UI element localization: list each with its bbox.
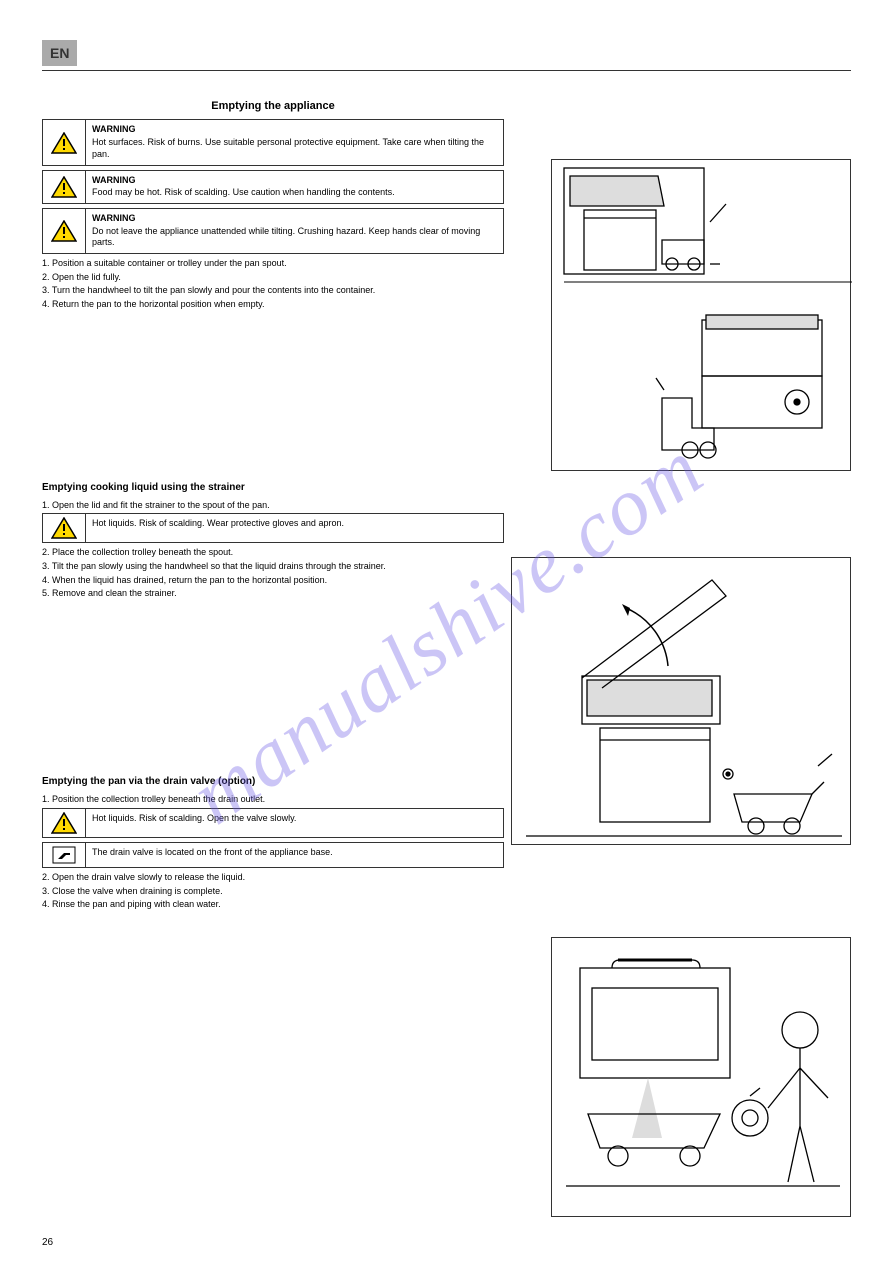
header-rule	[42, 70, 851, 71]
section-drain: Emptying the pan via the drain valve (op…	[42, 775, 504, 911]
heading-drain: Emptying the pan via the drain valve (op…	[42, 775, 504, 788]
warning-icon	[43, 120, 86, 164]
lang-badge: EN	[42, 40, 77, 66]
warning-icon	[43, 809, 86, 837]
figure-1	[551, 159, 851, 471]
figure-3	[551, 937, 851, 1217]
warning-icon	[43, 514, 86, 542]
warn-box-strainer: Hot liquids. Risk of scalding. Wear prot…	[42, 513, 504, 543]
warn-label: WARNING	[92, 175, 497, 187]
warn-box-drain: Hot liquids. Risk of scalding. Open the …	[42, 808, 504, 838]
warning-icon	[43, 209, 86, 253]
empty-steps: 1. Position a suitable container or trol…	[42, 258, 504, 311]
strainer-steps2: 2. Place the collection trolley beneath …	[42, 547, 504, 600]
drain-steps: 1. Position the collection trolley benea…	[42, 794, 504, 806]
section-empty: Emptying the appliance WARNINGHot surfac…	[42, 99, 504, 311]
warn-box-3: WARNINGDo not leave the appliance unatte…	[42, 208, 504, 254]
warn-label: WARNING	[92, 213, 497, 225]
note-box-drain: The drain valve is located on the front …	[42, 842, 504, 868]
section-strainer: Emptying cooking liquid using the strain…	[42, 481, 504, 600]
note-text: The drain valve is located on the front …	[92, 847, 497, 859]
warning-icon	[43, 171, 86, 203]
warn-text: Food may be hot. Risk of scalding. Use c…	[92, 187, 497, 199]
warn-text: Hot liquids. Risk of scalding. Wear prot…	[92, 518, 497, 530]
page-number: 26	[42, 1236, 53, 1249]
warn-box-2: WARNINGFood may be hot. Risk of scalding…	[42, 170, 504, 204]
strainer-steps: 1. Open the lid and fit the strainer to …	[42, 500, 504, 512]
drain-steps2: 2. Open the drain valve slowly to releas…	[42, 872, 504, 911]
heading-strainer: Emptying cooking liquid using the strain…	[42, 481, 504, 494]
heading-empty: Emptying the appliance	[42, 99, 504, 113]
warn-text: Hot liquids. Risk of scalding. Open the …	[92, 813, 497, 825]
hand-icon	[43, 843, 86, 867]
figure-2	[511, 557, 851, 845]
warn-label: WARNING	[92, 124, 497, 136]
warn-text: Do not leave the appliance unattended wh…	[92, 226, 497, 249]
warn-box-1: WARNINGHot surfaces. Risk of burns. Use …	[42, 119, 504, 165]
warn-text: Hot surfaces. Risk of burns. Use suitabl…	[92, 137, 497, 160]
